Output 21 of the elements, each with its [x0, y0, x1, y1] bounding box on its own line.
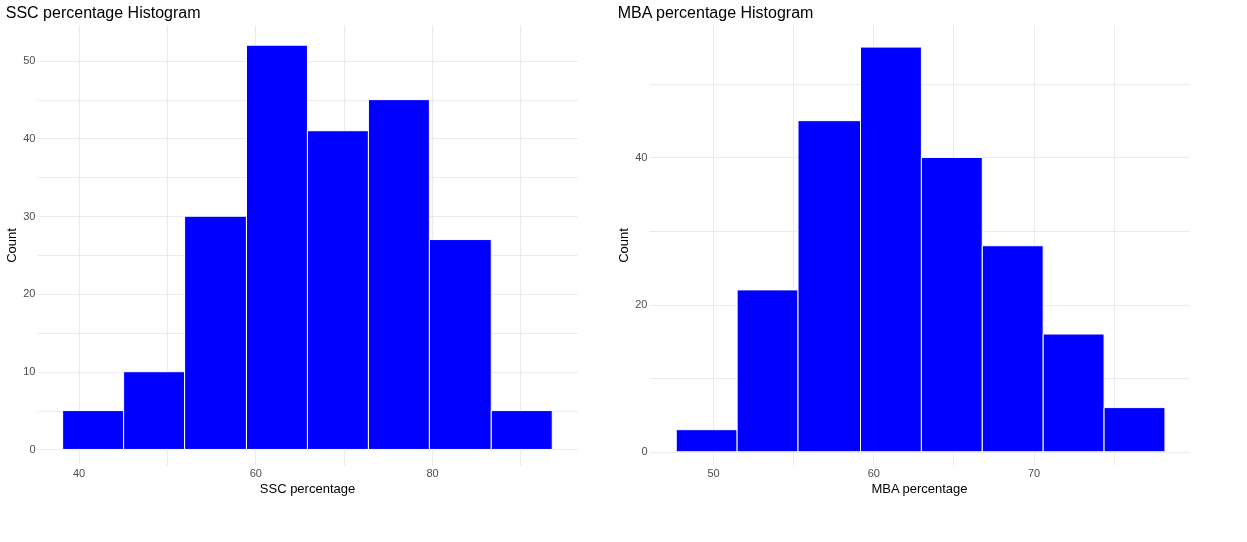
- y-axis-title: Count: [616, 227, 632, 263]
- y-tick-label: 40: [635, 150, 648, 163]
- x-tick-label: 80: [426, 466, 439, 479]
- y-axis-title: Count: [4, 227, 20, 263]
- y-tick-label: 20: [635, 298, 648, 311]
- chart-title: MBA percentage Histogram: [617, 4, 814, 21]
- y-tick-label: 0: [29, 442, 36, 455]
- y-tick-label: 40: [23, 132, 36, 144]
- x-tick-label: 60: [249, 466, 262, 479]
- y-tick-label: 50: [23, 54, 36, 67]
- x-tick-label: 50: [707, 466, 720, 479]
- y-tick-label: 30: [23, 209, 36, 222]
- chart-title: SSC percentage Histogram: [5, 4, 201, 21]
- y-tick-label: 0: [641, 445, 648, 458]
- x-tick-label: 60: [867, 466, 880, 479]
- x-tick-label: 70: [1027, 466, 1041, 479]
- y-tick-label: 20: [23, 287, 36, 300]
- x-tick-label: 40: [72, 466, 86, 479]
- y-tick-label: 10: [23, 365, 36, 378]
- x-axis-title: MBA percentage: [871, 480, 968, 496]
- x-axis-title: SSC percentage: [259, 480, 356, 496]
